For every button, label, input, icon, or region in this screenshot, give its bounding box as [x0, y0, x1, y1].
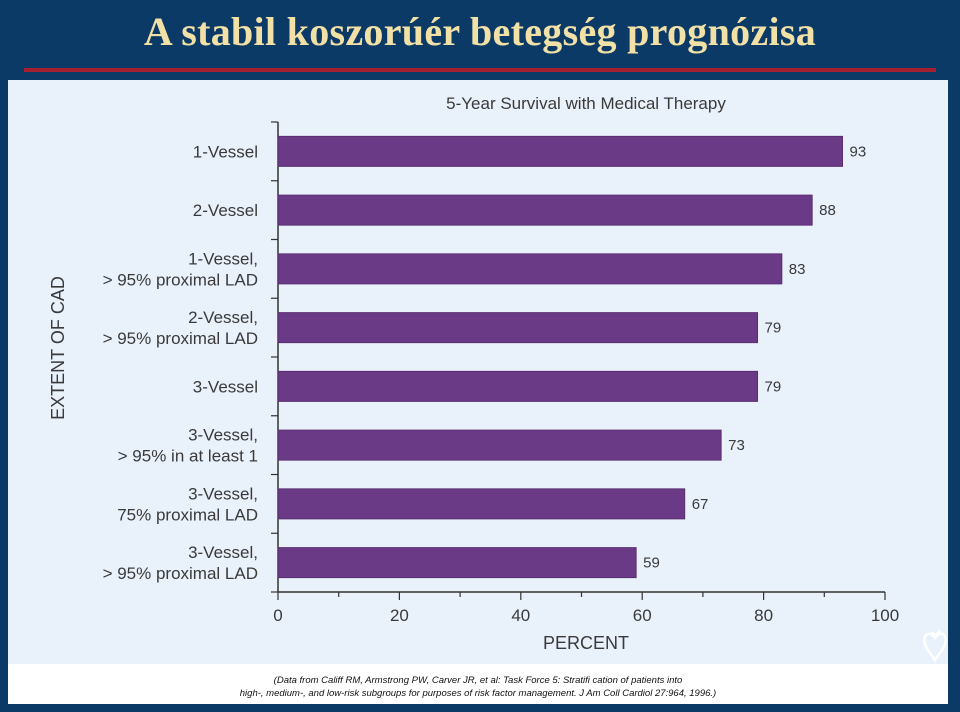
- category-label: 3-Vessel,: [188, 484, 258, 503]
- category-label: > 95% in at least 1: [118, 447, 258, 466]
- source-line-1: (Data from Califf RM, Armstrong PW, Carv…: [273, 675, 683, 686]
- bar: [277, 253, 783, 285]
- bar-value-label: 67: [692, 496, 709, 513]
- bar-value-label: 88: [819, 202, 836, 219]
- x-tick-label: 0: [273, 606, 282, 625]
- bar: [277, 488, 686, 520]
- x-tick-label: 20: [390, 606, 409, 625]
- bar-value-label: 93: [850, 143, 867, 160]
- x-tick-label: 100: [871, 606, 899, 625]
- slide-title: A stabil koszorúér betegség prognózisa: [143, 9, 817, 54]
- bar: [277, 370, 759, 402]
- category-label: > 95% proximal LAD: [103, 270, 258, 289]
- bar-value-label: 59: [643, 555, 660, 572]
- x-tick-label: 40: [511, 606, 530, 625]
- x-tick-label: 60: [633, 606, 652, 625]
- category-label: 3-Vessel,: [188, 543, 258, 562]
- heart-logo-icon: [923, 629, 947, 663]
- bar: [277, 194, 813, 226]
- category-label: 75% proximal LAD: [117, 505, 258, 524]
- category-label: > 95% proximal LAD: [103, 329, 258, 348]
- category-label: 1-Vessel,: [188, 249, 258, 268]
- chart-panel: 5-Year Survival with Medical Therapy EXT…: [8, 80, 948, 704]
- y-axis-title: EXTENT OF CAD: [48, 276, 68, 420]
- category-label: 2-Vessel: [193, 201, 258, 220]
- category-label: 2-Vessel,: [188, 308, 258, 327]
- source-citation: (Data from Califf RM, Armstrong PW, Carv…: [8, 664, 948, 704]
- bar: [277, 312, 759, 344]
- survival-bar-chart: 5-Year Survival with Medical Therapy EXT…: [48, 94, 899, 653]
- bar: [277, 135, 844, 167]
- category-label: 1-Vessel: [193, 142, 258, 161]
- bar-value-label: 79: [765, 378, 782, 395]
- category-label: 3-Vessel,: [188, 426, 258, 445]
- title-divider: [24, 68, 936, 72]
- bar-value-label: 83: [789, 261, 806, 278]
- bar-value-label: 73: [728, 437, 745, 454]
- bar-value-label: 79: [765, 320, 782, 337]
- category-label: 3-Vessel: [193, 377, 258, 396]
- category-label: > 95% proximal LAD: [103, 564, 258, 583]
- bar: [277, 429, 722, 461]
- bar: [277, 547, 637, 579]
- x-tick-label: 80: [754, 606, 773, 625]
- source-line-2: high-, medium-, and low-risk subgroups f…: [239, 688, 717, 699]
- chart-title: 5-Year Survival with Medical Therapy: [446, 94, 726, 113]
- plot-area: 0 20 40 60 80 100 93 1-Vessel 88 2-Vessel 83 1-Vess…: [103, 121, 899, 625]
- x-axis-title: PERCENT: [543, 633, 629, 653]
